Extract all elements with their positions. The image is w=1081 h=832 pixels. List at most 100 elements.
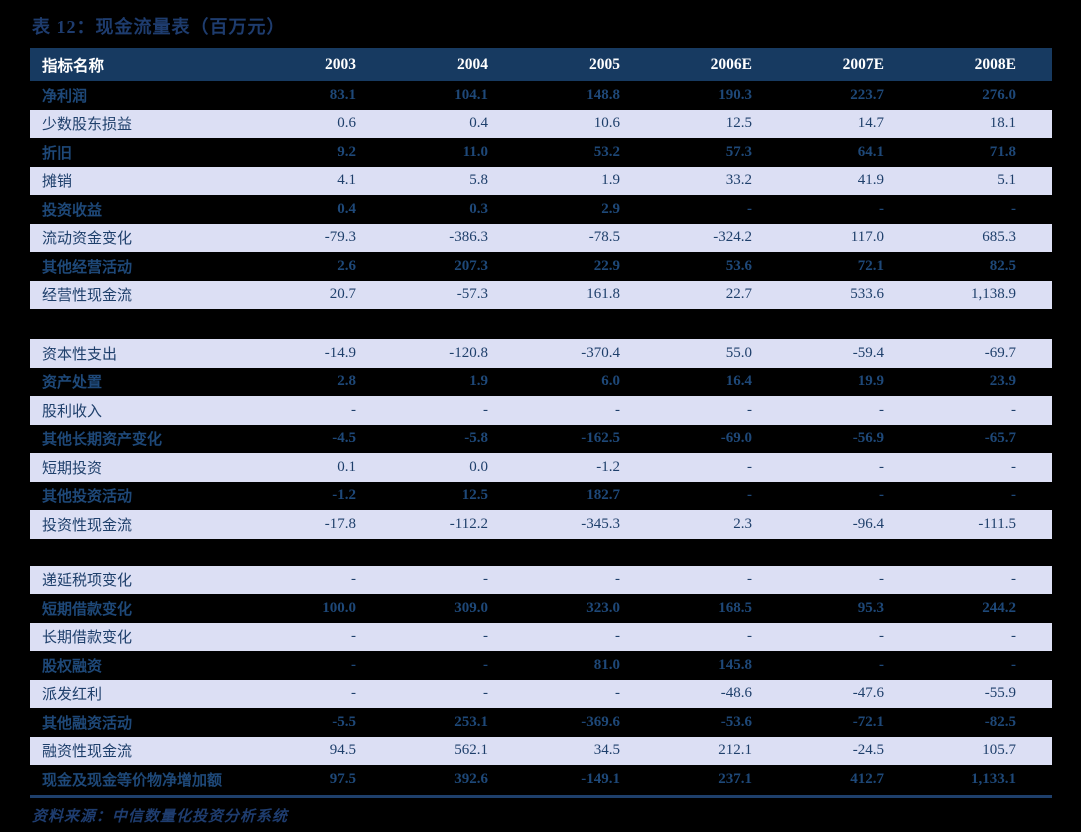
table-row: 经营性现金流 20.7 -57.3 161.8 22.7 533.6 1,138.9: [30, 280, 1052, 309]
cell-value: 562.1: [454, 742, 488, 759]
cell-value: -: [747, 628, 752, 645]
row-label: 现金及现金等价物净增加额: [42, 772, 223, 789]
cell-value: -162.5: [581, 430, 620, 447]
column-header-2007e: 2007E: [842, 55, 884, 73]
cell-value: -47.6: [852, 685, 884, 702]
cell-value: 100.0: [322, 599, 356, 616]
cell-value: -55.9: [984, 685, 1016, 702]
cell-value: 685.3: [982, 229, 1016, 246]
row-label: 经营性现金流: [42, 288, 133, 305]
column-header-2005: 2005: [589, 55, 620, 73]
cell-value: 4.1: [337, 172, 356, 189]
cell-value: 20.7: [329, 286, 356, 303]
cell-value: -370.4: [581, 344, 620, 361]
cell-value: -17.8: [324, 515, 356, 532]
cell-value: 168.5: [718, 599, 752, 616]
row-label: 净利润: [42, 88, 88, 105]
cell-value: 5.8: [469, 172, 488, 189]
cell-value: 55.0: [725, 344, 752, 361]
cell-value: 53.2: [593, 143, 620, 160]
cell-value: 5.1: [997, 172, 1016, 189]
row-label: 短期借款变化: [42, 601, 133, 618]
table-row: 递延税项变化 - - - - - -: [30, 565, 1052, 594]
cell-value: -111.5: [978, 515, 1016, 532]
cell-value: -: [351, 656, 356, 673]
cell-value: -: [483, 571, 488, 588]
cell-value: 97.5: [329, 770, 356, 787]
cell-value: -120.8: [449, 344, 488, 361]
cell-value: 1,138.9: [971, 286, 1016, 303]
table-row: 短期投资 0.1 0.0 -1.2 - - -: [30, 453, 1052, 482]
table-row: 其他投资活动 -1.2 12.5 182.7 - - -: [30, 482, 1052, 511]
cell-value: -: [351, 401, 356, 418]
row-label: 少数股东损益: [42, 117, 133, 134]
cell-value: -: [615, 628, 620, 645]
cell-value: -59.4: [852, 344, 884, 361]
cell-value: -56.9: [852, 430, 884, 447]
cashflow-table: 指标名称 2003 2004 2005 2006E 2007E 2008E 净利…: [30, 48, 1052, 794]
cell-value: -149.1: [581, 770, 620, 787]
cell-value: 64.1: [857, 143, 884, 160]
cell-value: 71.8: [989, 143, 1016, 160]
cell-value: 105.7: [982, 742, 1016, 759]
cell-value: 1.9: [601, 172, 620, 189]
cell-value: 2.3: [733, 515, 752, 532]
row-label: 折旧: [42, 145, 73, 162]
cell-value: 33.2: [725, 172, 752, 189]
cell-value: -53.6: [720, 713, 752, 730]
cell-value: -: [1011, 458, 1016, 475]
table-row: 其他融资活动 -5.5 253.1 -369.6 -53.6 -72.1 -82.5: [30, 708, 1052, 737]
cell-value: -369.6: [581, 713, 620, 730]
cell-value: 253.1: [454, 713, 488, 730]
cell-value: 182.7: [586, 487, 620, 504]
cell-value: -: [1011, 571, 1016, 588]
row-label: 其他投资活动: [42, 489, 133, 506]
cell-value: 0.4: [469, 115, 488, 132]
cell-value: 244.2: [982, 599, 1016, 616]
table-header-row: 指标名称 2003 2004 2005 2006E 2007E 2008E: [30, 48, 1052, 81]
cell-value: -: [747, 571, 752, 588]
cell-value: 10.6: [593, 115, 620, 132]
cell-value: 117.0: [850, 229, 884, 246]
cell-value: -: [1011, 200, 1016, 217]
column-header-indicator: 指标名称: [42, 57, 105, 75]
cell-value: -14.9: [324, 344, 356, 361]
column-header-2004: 2004: [457, 55, 488, 73]
cell-value: 0.6: [337, 115, 356, 132]
row-label: 递延税项变化: [42, 573, 133, 590]
cell-value: -112.2: [449, 515, 488, 532]
cell-value: 0.0: [469, 458, 488, 475]
row-label: 投资性现金流: [42, 517, 133, 534]
cell-value: 83.1: [329, 86, 356, 103]
cell-value: -: [1011, 487, 1016, 504]
cell-value: 22.9: [593, 257, 620, 274]
cell-value: -82.5: [984, 713, 1016, 730]
row-label: 派发红利: [42, 687, 103, 704]
row-label: 其他融资活动: [42, 715, 133, 732]
cell-value: -4.5: [332, 430, 356, 447]
cell-value: -: [483, 628, 488, 645]
table-row: 净利润 83.1 104.1 148.8 190.3 223.7 276.0: [30, 81, 1052, 110]
cell-value: -5.8: [464, 430, 488, 447]
cell-value: -79.3: [324, 229, 356, 246]
cell-value: -: [1011, 656, 1016, 673]
table-row: 其他经营活动 2.6 207.3 22.9 53.6 72.1 82.5: [30, 252, 1052, 281]
cell-value: -69.7: [984, 344, 1016, 361]
cell-value: 223.7: [850, 86, 884, 103]
bottom-rule: [30, 794, 1052, 798]
table-row: 股利收入 - - - - - -: [30, 396, 1052, 425]
cell-value: -386.3: [449, 229, 488, 246]
cell-value: -57.3: [456, 286, 488, 303]
cell-value: 94.5: [329, 742, 356, 759]
column-header-2008e: 2008E: [974, 55, 1016, 73]
table-row: 资产处置 2.8 1.9 6.0 16.4 19.9 23.9: [30, 368, 1052, 397]
cell-value: -: [483, 401, 488, 418]
cell-value: 9.2: [337, 143, 356, 160]
cell-value: 412.7: [850, 770, 884, 787]
cell-value: -: [747, 200, 752, 217]
row-label: 股利收入: [42, 403, 103, 420]
cell-value: -: [879, 200, 884, 217]
cell-value: 16.4: [725, 373, 752, 390]
cell-value: 145.8: [718, 656, 752, 673]
cell-value: 2.9: [601, 200, 620, 217]
